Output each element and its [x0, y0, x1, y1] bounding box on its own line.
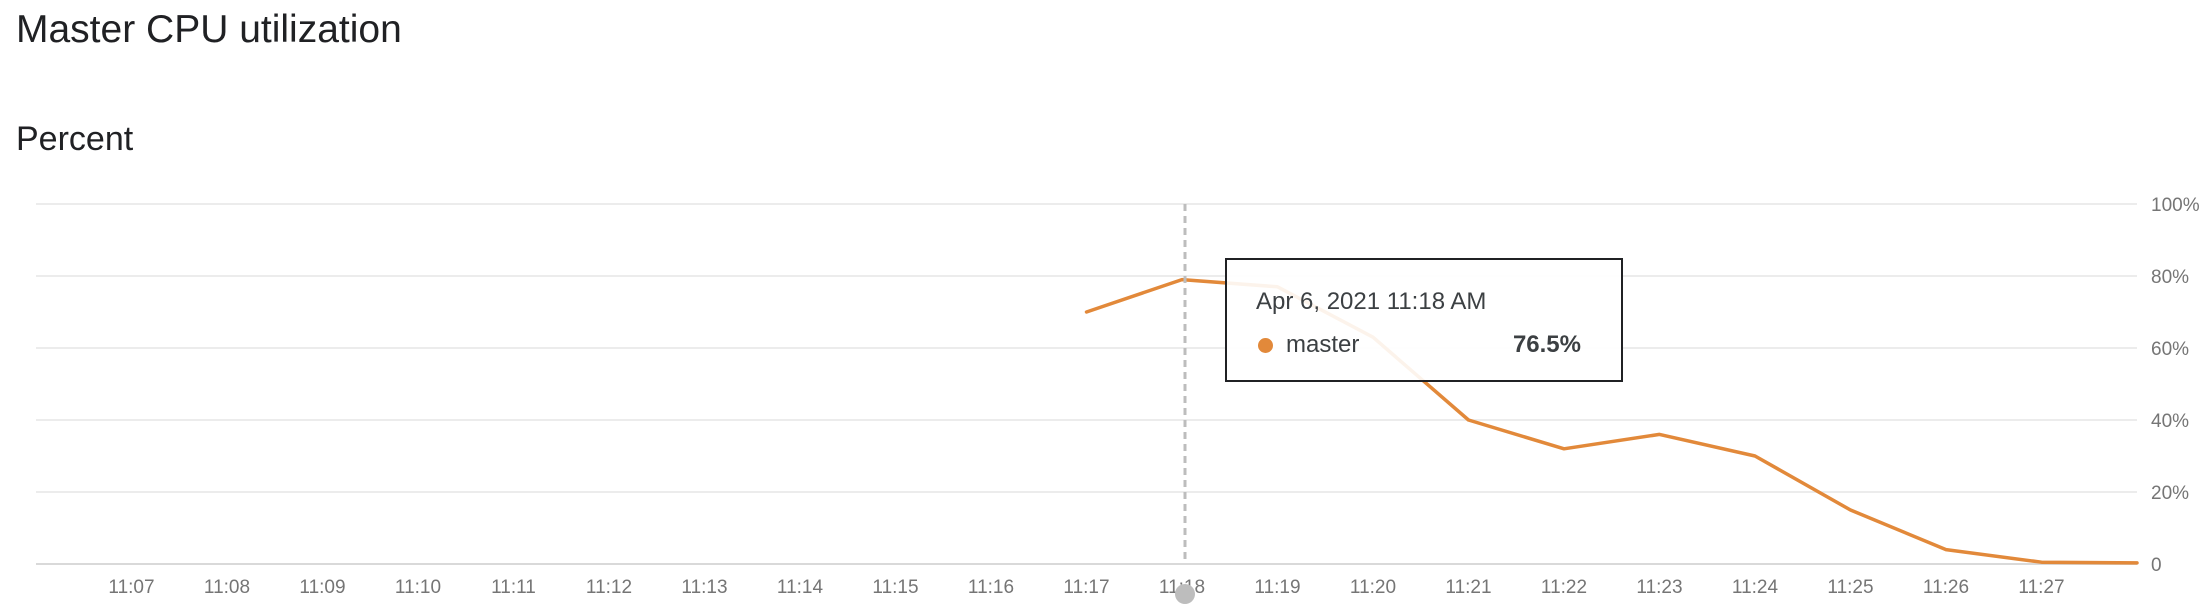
tooltip-value: 76.5%: [1512, 331, 1581, 358]
y-tick-label: 80%: [2151, 267, 2189, 288]
x-tick-label: 11:23: [1636, 577, 1682, 598]
x-tick-label: 11:22: [1541, 577, 1587, 598]
y-axis-labels: 0 20% 40% 60% 80% 100%: [2151, 195, 2200, 576]
x-tick-label: 11:25: [1827, 577, 1873, 598]
x-tick-label: 11:10: [395, 577, 441, 598]
gridlines: [36, 203, 2137, 565]
x-tick-label: 11:21: [1445, 577, 1491, 598]
x-tick-label: 11:19: [1254, 577, 1300, 598]
y-tick-label: 0: [2151, 555, 2162, 576]
x-tick-label: 11:15: [872, 577, 918, 598]
x-tick-label: 11:09: [299, 577, 345, 598]
tooltip-series-name: master: [1286, 331, 1360, 358]
x-tick-label: 11:13: [681, 577, 727, 598]
y-tick-label: 100%: [2151, 195, 2200, 216]
x-tick-label: 11:17: [1063, 577, 1109, 598]
y-tick-label: 40%: [2151, 411, 2189, 432]
x-tick-label: 11:16: [968, 577, 1014, 598]
page-title: Master CPU utilization: [16, 8, 402, 51]
x-tick-label: 11:24: [1732, 577, 1779, 598]
x-tick-label: 11:20: [1350, 577, 1396, 598]
x-tick-label: 11:12: [586, 577, 632, 598]
x-axis-labels: 11:07 11:08 11:09 11:10 11:11 11:12 11:13 11:14…: [108, 577, 2064, 598]
hover-tooltip: Apr 6, 2021 11:18 AM master 76.5%: [1225, 258, 1623, 382]
x-tick-label: 11:08: [204, 577, 250, 598]
x-tick-label: 11:26: [1923, 577, 1969, 598]
tooltip-date: Apr 6, 2021 11:18 AM: [1256, 288, 1487, 315]
x-tick-label: 11:07: [108, 577, 154, 598]
series-color-dot-icon: [1258, 338, 1273, 353]
y-tick-label: 20%: [2151, 483, 2189, 504]
y-tick-label: 60%: [2151, 339, 2189, 360]
hover-cursor[interactable]: [1175, 204, 1195, 604]
cursor-handle[interactable]: [1175, 584, 1195, 604]
x-tick-label: 11:11: [491, 577, 536, 598]
section-title: Percent: [16, 120, 134, 158]
x-tick-label: 11:27: [2018, 577, 2064, 598]
x-tick-label: 11:14: [777, 577, 824, 598]
